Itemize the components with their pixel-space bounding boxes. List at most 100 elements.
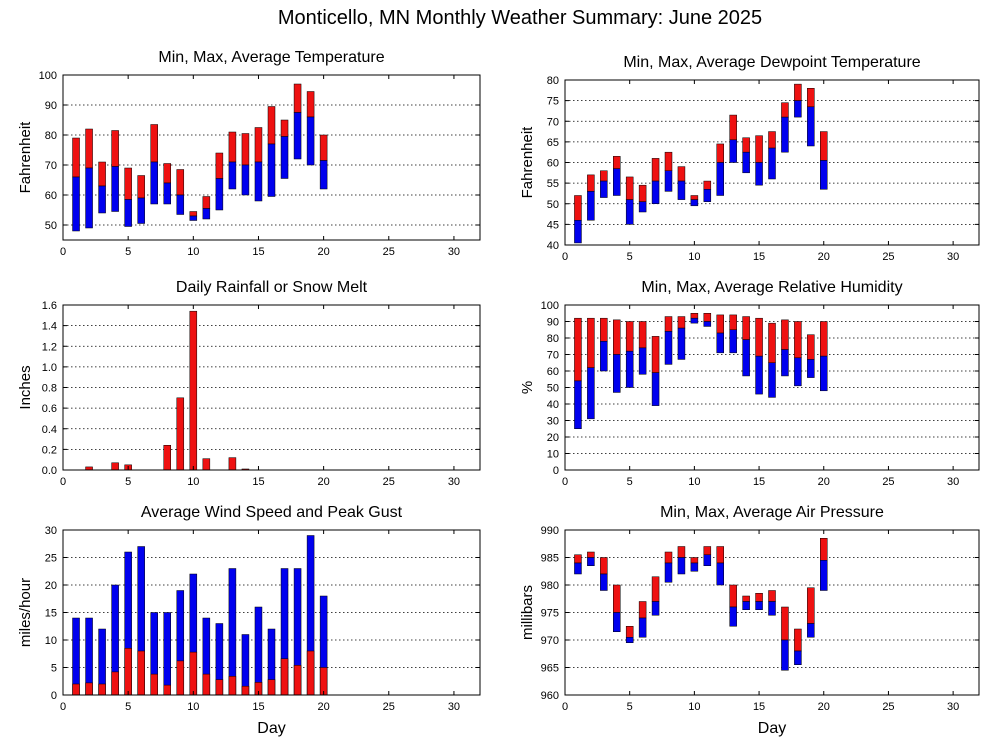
bar-avg-to-max <box>794 321 802 359</box>
x-tick-label: 20 <box>318 701 330 713</box>
bar-min-to-avg <box>587 191 595 221</box>
bar-avg-to-max <box>807 88 815 108</box>
bar-avg-speed <box>319 667 328 696</box>
bar-avg-to-max <box>703 180 712 190</box>
bar-min-to-avg <box>716 562 724 586</box>
bar-avg-to-max <box>111 130 119 167</box>
bar-avg-to-max <box>651 336 660 373</box>
bar-avg-to-max <box>587 551 595 558</box>
bar-avg-to-max <box>807 587 815 624</box>
bar-avg-to-max <box>228 131 237 163</box>
y-tick-label: 0 <box>553 465 559 477</box>
y-tick-label: 80 <box>547 333 559 345</box>
x-tick-label: 20 <box>818 251 830 263</box>
bar-avg-to-max <box>267 106 276 145</box>
x-tick-label: 25 <box>882 701 894 713</box>
y-tick-label: 20 <box>45 580 57 592</box>
bar-min-to-avg <box>215 178 224 211</box>
bar-min-to-avg <box>807 623 815 638</box>
y-axis-label: Fahrenheit <box>17 121 34 194</box>
bar-avg-to-max <box>600 557 608 575</box>
bar-min-to-avg <box>600 180 608 198</box>
bar-avg-speed <box>228 676 237 696</box>
bar-avg-to-max <box>241 133 250 166</box>
y-tick-label: 65 <box>547 137 559 149</box>
y-axis-label: millibars <box>519 585 536 640</box>
bar-min-to-avg <box>98 185 106 214</box>
bar-avg-speed <box>150 673 158 696</box>
bar-avg-to-max <box>677 316 686 329</box>
x-tick-label: 10 <box>688 701 700 713</box>
bar-min-to-avg <box>574 380 582 429</box>
x-tick-label: 5 <box>125 701 131 713</box>
x-tick-label: 30 <box>947 476 959 488</box>
bar-avg-to-max <box>768 322 776 363</box>
bar-avg-speed <box>202 673 211 696</box>
x-tick-label: 15 <box>252 701 264 713</box>
bar-min-to-avg <box>742 151 750 174</box>
bar-min-to-avg <box>755 601 763 610</box>
bar-avg-to-max <box>72 137 80 178</box>
bar-min-to-avg <box>587 557 595 566</box>
bar-min-to-avg <box>664 170 673 192</box>
bar-min-to-avg <box>729 139 737 163</box>
y-tick-label: 50 <box>547 199 559 211</box>
x-tick-label: 30 <box>448 246 460 258</box>
bar-min-to-avg <box>625 199 634 225</box>
x-tick-label: 30 <box>448 701 460 713</box>
bar-avg-to-max <box>651 576 660 602</box>
y-tick-label: 5 <box>51 663 57 675</box>
y-tick-label: 70 <box>45 160 57 172</box>
x-tick-label: 20 <box>818 701 830 713</box>
chart-dewpoint: 40 45 50 55 60 65 70 75 80 0 5 10 15 20 25 30 Min, Max, … <box>519 54 980 263</box>
x-tick-label: 5 <box>125 246 131 258</box>
y-axis-label: % <box>519 381 536 394</box>
x-tick-label: 30 <box>947 701 959 713</box>
bar-avg-to-max <box>600 170 608 182</box>
x-tick-label: 0 <box>562 701 568 713</box>
chart-pressure: 960 965 970 975 980 985 990 0 5 10 15 20 25 30 Min, Ma… <box>519 504 980 737</box>
bar-peak-gust <box>254 606 263 696</box>
bar-min-to-avg <box>613 168 621 196</box>
chart-title: Daily Rainfall or Snow Melt <box>176 279 368 296</box>
x-tick-label: 0 <box>60 246 66 258</box>
x-tick-label: 10 <box>688 251 700 263</box>
bar-avg-to-max <box>690 557 699 564</box>
chart-title: Min, Max, Average Temperature <box>158 49 384 66</box>
y-tick-label: 80 <box>45 130 57 142</box>
bar-avg-speed <box>72 683 80 696</box>
bar-avg-to-max <box>293 83 302 113</box>
x-tick-label: 20 <box>818 476 830 488</box>
bar-avg-to-max <box>98 161 106 187</box>
x-tick-label: 15 <box>753 476 765 488</box>
bar-avg-speed <box>124 648 132 696</box>
y-tick-label: 985 <box>541 553 559 565</box>
y-tick-label: 75 <box>547 96 559 108</box>
y-tick-label: 70 <box>547 116 559 128</box>
y-tick-label: 0.2 <box>42 444 57 456</box>
x-axis-label: Day <box>758 720 786 737</box>
bar-avg-to-max <box>574 317 582 382</box>
bar-min-to-avg <box>189 215 198 221</box>
bar-avg-speed <box>267 679 276 696</box>
x-tick-label: 0 <box>60 701 66 713</box>
y-tick-label: 10 <box>547 449 559 461</box>
y-tick-label: 90 <box>547 317 559 329</box>
y-tick-label: 0.6 <box>42 403 57 415</box>
bar-min-to-avg <box>690 562 699 572</box>
bar-avg-to-max <box>163 163 171 184</box>
bar-avg-to-max <box>85 128 93 169</box>
bar-min-to-avg <box>794 357 802 387</box>
bar-avg-to-max <box>625 176 634 200</box>
x-tick-label: 25 <box>383 476 395 488</box>
bar-avg-to-max <box>613 156 621 169</box>
x-tick-label: 25 <box>882 476 894 488</box>
y-tick-label: 40 <box>547 240 559 252</box>
bar-min-to-avg <box>651 601 660 616</box>
x-tick-label: 25 <box>383 246 395 258</box>
bar-avg-speed <box>241 685 250 696</box>
chart-humidity: 0 10 20 30 40 50 60 70 80 90 100 0 5 10 15 20 25 30 Min, M… <box>519 279 980 488</box>
bar-avg-to-max <box>742 595 750 602</box>
